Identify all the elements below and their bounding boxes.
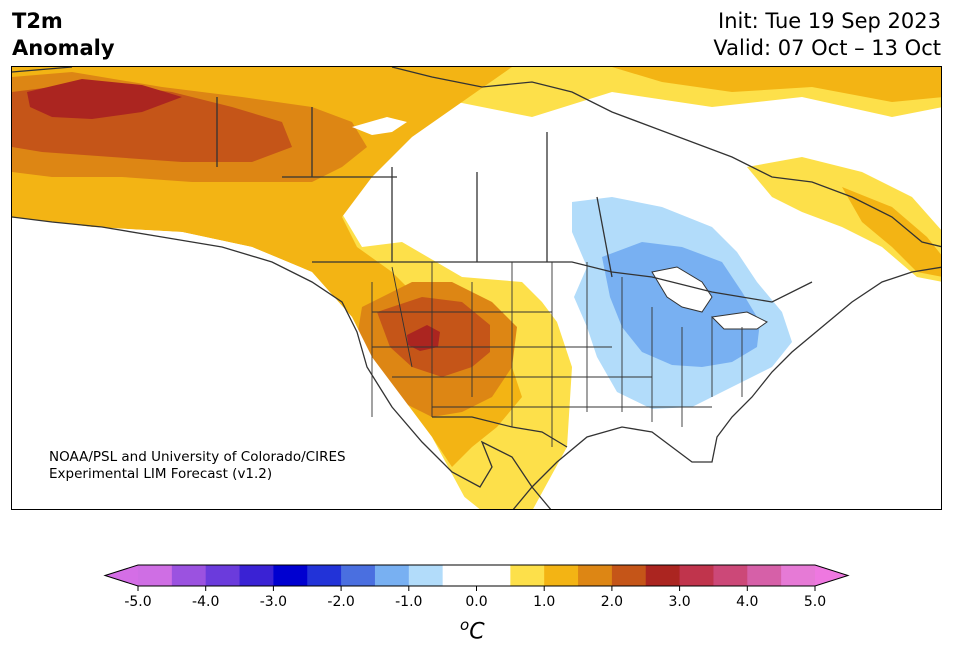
credit-line-2: Experimental LIM Forecast (v1.2) (49, 466, 273, 482)
colorbar-tick-label: 5.0 (804, 594, 826, 610)
warm-anomaly-layer (12, 67, 941, 509)
pacific-ocean-white (12, 217, 471, 509)
pacific-coastline (12, 216, 552, 509)
forecast-dates: Init: Tue 19 Sep 2023 Valid: 07 Oct – 13… (713, 8, 941, 62)
init-date: Init: Tue 19 Sep 2023 (718, 9, 941, 33)
anomaly-map (11, 66, 942, 510)
colorbar-under-arrow (105, 565, 138, 586)
colorbar-segment (341, 565, 376, 586)
colorbar-tick-label: 1.0 (533, 594, 555, 610)
colorbar-segment (374, 565, 410, 586)
colorbar-tick-label: -5.0 (124, 594, 151, 610)
canada-provincial-borders (282, 107, 613, 278)
colorbar-unit: oC (460, 616, 485, 644)
degree-symbol: o (460, 616, 470, 634)
colorbar-segment (476, 565, 511, 586)
chart-title: T2m Anomaly (12, 8, 115, 62)
title-line-2: Anomaly (12, 36, 115, 60)
warm-gold-arctic (612, 67, 941, 102)
colorbar-segment (544, 565, 579, 586)
hudson-bay-white (352, 117, 407, 135)
colorbar-segment (205, 565, 241, 586)
colorbar-segment (273, 565, 308, 586)
atlantic-gulf-white (552, 287, 941, 509)
valid-date: Valid: 07 Oct – 13 Oct (713, 36, 941, 60)
colorbar-segment (611, 565, 647, 586)
great-lakes (651, 266, 768, 330)
colorbar-ticks: -5.0 -4.0 -3.0 -2.0 -1.0 0.0 1.0 2.0 3.0 4.0 5.0 (124, 586, 826, 610)
us-canada-border (312, 261, 813, 303)
colorbar-segment (510, 565, 545, 586)
colorbar-tick-label: 3.0 (668, 594, 690, 610)
colorbar-segment (442, 565, 477, 586)
title-line-1: T2m (12, 9, 63, 33)
colorbar-tick-label: -3.0 (260, 594, 287, 610)
colorbar-tick-label: 2.0 (601, 594, 623, 610)
colorbar-segment (713, 565, 748, 586)
colorbar-segment (239, 565, 274, 586)
colorbar-segments (103, 564, 850, 587)
colorbar-segment (578, 565, 613, 586)
map-credit: NOAA/PSL and University of Colorado/CIRE… (49, 449, 346, 483)
colorbar-segment (781, 565, 816, 586)
warm-light-yellow-northeast (747, 157, 941, 282)
credit-line-1: NOAA/PSL and University of Colorado/CIRE… (49, 449, 346, 465)
colorbar-segment (645, 565, 681, 586)
colorbar-tick-label: -2.0 (327, 594, 354, 610)
colorbar-over-arrow (815, 565, 848, 586)
us-state-borders (371, 262, 743, 447)
colorbar-segment (679, 565, 714, 586)
colorbar-tick-label: 0.0 (465, 594, 487, 610)
arctic-coastline (12, 67, 941, 248)
colorbar-tick-label: -4.0 (192, 594, 219, 610)
colorbar-segment (408, 565, 444, 586)
unit-letter: C (469, 619, 485, 645)
colorbar-segment (138, 565, 173, 586)
greenland-white (732, 107, 812, 162)
colorbar-segment (171, 565, 207, 586)
gulf-atlantic-coastline (512, 266, 941, 509)
colorbar-segment (747, 565, 782, 586)
colorbar-segment (307, 565, 342, 586)
warm-red-alaska (27, 79, 182, 119)
colorbar-tick-label: 4.0 (736, 594, 758, 610)
colorbar-tick-label: -1.0 (395, 594, 422, 610)
near-zero-areas (12, 107, 941, 509)
boundaries-layer (12, 67, 941, 509)
map-canvas (12, 67, 941, 509)
warm-gold-northeast (842, 187, 941, 277)
